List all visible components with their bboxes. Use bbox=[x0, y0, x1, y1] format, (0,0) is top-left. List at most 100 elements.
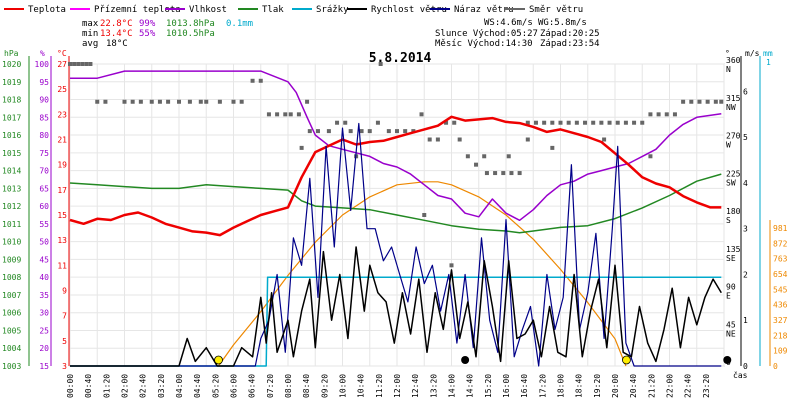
wind-dir-point bbox=[138, 99, 143, 104]
hpa-tick-label: 1005 bbox=[2, 326, 21, 335]
sun-tick-label: 327 bbox=[773, 316, 788, 325]
wind-dir-point bbox=[217, 99, 222, 104]
wind-dir-point bbox=[166, 99, 171, 104]
temp-tick-label: 15 bbox=[57, 211, 67, 220]
dir-name-label: NE bbox=[726, 329, 736, 338]
wind-dir-point bbox=[566, 120, 571, 125]
wind-dir-point bbox=[493, 171, 498, 176]
temp-tick-label: 23 bbox=[57, 110, 67, 119]
wind-dir-point bbox=[640, 120, 645, 125]
wind-dir-point bbox=[422, 213, 427, 217]
time-tick-label: 08:40 bbox=[302, 374, 311, 398]
time-tick-label: 06:00 bbox=[230, 374, 239, 398]
stats-avg-temp: 18°C bbox=[106, 39, 128, 49]
wind-dir-point bbox=[80, 62, 85, 66]
sunrise-marker bbox=[214, 355, 223, 365]
wind-dir-point bbox=[525, 120, 530, 125]
hpa-unit-label: hPa bbox=[4, 49, 19, 58]
sun-tick-label: 436 bbox=[773, 301, 788, 310]
time-tick-label: 02:00 bbox=[121, 374, 130, 398]
pct-tick-label: 30 bbox=[39, 309, 49, 318]
wind-dir-point bbox=[283, 112, 288, 117]
mm-top-label: 1 bbox=[766, 58, 771, 67]
moonset-marker bbox=[723, 356, 732, 364]
legend-label: Vlhkost bbox=[189, 5, 227, 15]
hpa-tick-label: 1008 bbox=[2, 273, 21, 282]
wind-dir-point bbox=[444, 120, 449, 125]
time-tick-label: 14:40 bbox=[466, 374, 475, 398]
dir-tick-label: 225 bbox=[726, 169, 741, 178]
wind-dir-point bbox=[307, 129, 312, 134]
time-tick-label: 04:40 bbox=[193, 374, 202, 398]
wind-dir-point bbox=[550, 120, 555, 125]
sunset-marker bbox=[622, 355, 631, 365]
dir-name-label: SE bbox=[726, 254, 736, 263]
info-sun-rise: Slunce Východ:05:27 bbox=[435, 29, 538, 39]
hpa-tick-label: 1019 bbox=[2, 78, 21, 87]
stats-min-hum: 55% bbox=[139, 29, 156, 39]
pct-tick-label: 50 bbox=[39, 238, 49, 247]
wind-dir-point bbox=[103, 99, 108, 104]
stats-max-temp: 22.8°C bbox=[100, 19, 133, 29]
wind-dir-point bbox=[296, 112, 301, 117]
chart-legend: Teplota Přízemní teplota Vlhkost Tlak Srážky… bbox=[4, 5, 583, 15]
wind-dir-point bbox=[419, 112, 424, 117]
wind-dir-point bbox=[395, 129, 399, 134]
dir-tick-label: 270 bbox=[726, 132, 741, 141]
wind-dir-point bbox=[648, 112, 653, 117]
dir-tick-label: 360 bbox=[726, 56, 741, 65]
wind-dir-point bbox=[719, 99, 724, 104]
legend-label: Tlak bbox=[262, 5, 284, 15]
wind-dir-point bbox=[198, 99, 203, 104]
mm-unit-label: mm bbox=[763, 49, 773, 58]
wind-dir-point bbox=[465, 154, 470, 159]
wind-gust-line bbox=[70, 122, 722, 367]
time-tick-label: 07:20 bbox=[266, 374, 275, 398]
wind-dir-point bbox=[411, 129, 416, 134]
pct-tick-label: 60 bbox=[39, 202, 49, 211]
wind-dir-point bbox=[681, 99, 686, 104]
pct-tick-label: 55 bbox=[39, 220, 49, 229]
wind-dir-point bbox=[187, 99, 192, 104]
temp-tick-label: 11 bbox=[57, 261, 67, 270]
temp-tick-label: 9 bbox=[62, 287, 67, 296]
wind-dir-point bbox=[452, 120, 457, 125]
temp-tick-label: 25 bbox=[57, 85, 67, 94]
time-tick-label: 19:20 bbox=[593, 374, 602, 398]
time-tick-label: 01:20 bbox=[102, 374, 111, 398]
stats-min-label: min bbox=[82, 29, 98, 39]
time-tick-label: 03:20 bbox=[157, 374, 166, 398]
temp-tick-label: 5 bbox=[62, 337, 67, 346]
wind-dir-point bbox=[386, 129, 391, 134]
legend-label: Náraz větru bbox=[454, 5, 514, 15]
stats-max-label: max bbox=[82, 19, 99, 29]
legend-label: Přízemní teplota bbox=[94, 5, 181, 15]
wind-dir-point bbox=[574, 120, 579, 125]
legend-label: Teplota bbox=[28, 5, 66, 15]
wind-dir-point bbox=[550, 145, 555, 150]
wind-dir-point bbox=[558, 120, 563, 125]
wind-dir-point bbox=[122, 99, 127, 104]
time-tick-label: 00:00 bbox=[66, 374, 75, 398]
humidity-line bbox=[70, 70, 722, 222]
wind-dir-point bbox=[335, 120, 340, 125]
pct-tick-label: 65 bbox=[39, 184, 49, 193]
wind-dir-point bbox=[457, 137, 462, 142]
hpa-tick-label: 1018 bbox=[2, 96, 21, 105]
stats-max-rain: 0.1mm bbox=[226, 19, 253, 29]
pct-tick-label: 35 bbox=[39, 291, 49, 300]
hpa-tick-label: 1009 bbox=[2, 255, 21, 264]
wind-dir-point bbox=[359, 129, 364, 134]
wind-dir-point bbox=[315, 129, 320, 134]
stats-max-press: 1013.8hPa bbox=[166, 19, 215, 29]
wind-tick-label: 2 bbox=[743, 270, 748, 279]
pressure-line bbox=[69, 173, 722, 234]
wind-dir-point bbox=[275, 112, 280, 117]
wind-dir-point bbox=[517, 171, 522, 176]
temperature-line bbox=[69, 115, 722, 237]
time-tick-label: 22:00 bbox=[666, 374, 675, 398]
sun-tick-label: 654 bbox=[773, 270, 788, 279]
wind-dir-point bbox=[348, 129, 353, 134]
wind-dir-point bbox=[713, 99, 718, 104]
